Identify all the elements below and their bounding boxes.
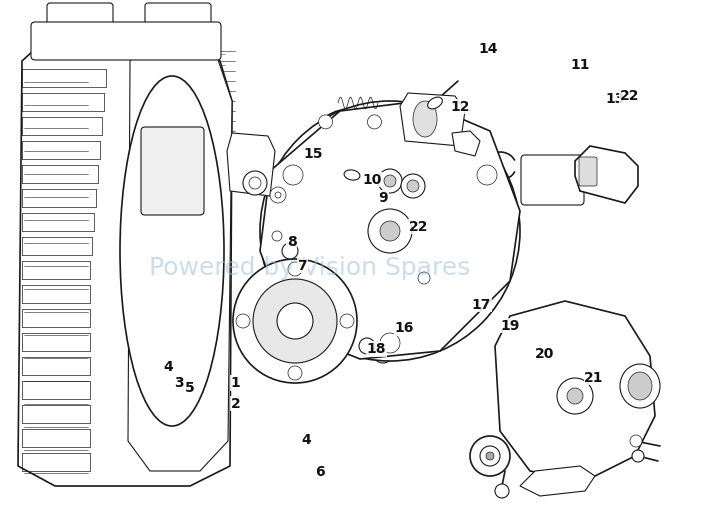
Circle shape: [495, 484, 509, 498]
Circle shape: [270, 187, 286, 203]
Text: 21: 21: [584, 371, 604, 384]
Circle shape: [632, 450, 644, 462]
Circle shape: [407, 180, 419, 192]
Text: 12: 12: [451, 100, 470, 114]
Text: 17: 17: [472, 298, 491, 312]
Text: 3: 3: [174, 376, 184, 390]
Ellipse shape: [620, 364, 660, 408]
Circle shape: [401, 174, 425, 198]
Polygon shape: [128, 31, 232, 471]
Circle shape: [418, 272, 430, 284]
Text: 4: 4: [164, 361, 174, 374]
Text: 9: 9: [378, 191, 388, 205]
Circle shape: [368, 115, 382, 129]
Text: 1: 1: [231, 376, 240, 390]
Text: 22: 22: [619, 90, 639, 103]
Polygon shape: [227, 133, 275, 196]
Text: 6: 6: [315, 465, 325, 478]
Polygon shape: [400, 93, 465, 146]
Text: 16: 16: [394, 321, 414, 335]
Polygon shape: [495, 301, 655, 481]
FancyBboxPatch shape: [141, 127, 204, 215]
FancyBboxPatch shape: [145, 3, 211, 34]
Circle shape: [630, 435, 642, 447]
FancyBboxPatch shape: [31, 22, 221, 60]
Circle shape: [557, 378, 593, 414]
FancyBboxPatch shape: [579, 157, 597, 186]
Circle shape: [283, 165, 303, 185]
Circle shape: [480, 446, 500, 466]
Circle shape: [288, 262, 302, 276]
Ellipse shape: [344, 170, 360, 180]
Polygon shape: [260, 101, 520, 359]
FancyBboxPatch shape: [521, 155, 584, 205]
Text: 18: 18: [366, 342, 386, 356]
Polygon shape: [520, 466, 595, 496]
Circle shape: [249, 177, 261, 189]
Circle shape: [380, 333, 400, 353]
Text: 7: 7: [297, 259, 307, 272]
Circle shape: [368, 209, 412, 253]
Circle shape: [260, 101, 520, 361]
Text: 20: 20: [535, 348, 555, 361]
Ellipse shape: [427, 97, 442, 109]
Text: 4: 4: [301, 433, 311, 447]
Circle shape: [318, 115, 333, 129]
Circle shape: [233, 259, 357, 383]
Text: 2: 2: [231, 397, 240, 411]
Circle shape: [275, 192, 281, 198]
Circle shape: [380, 221, 400, 241]
Text: 8: 8: [287, 235, 297, 249]
Circle shape: [470, 436, 510, 476]
Circle shape: [486, 452, 494, 460]
Text: Powered by Vision Spares: Powered by Vision Spares: [148, 256, 470, 280]
Circle shape: [272, 231, 282, 241]
Text: 19: 19: [500, 319, 520, 332]
Text: 22: 22: [408, 220, 428, 233]
Circle shape: [269, 348, 281, 360]
Circle shape: [236, 314, 250, 328]
Circle shape: [253, 279, 337, 363]
FancyBboxPatch shape: [47, 3, 113, 34]
Circle shape: [243, 171, 267, 195]
Circle shape: [277, 303, 313, 339]
Text: 14: 14: [479, 43, 498, 56]
Text: 13: 13: [605, 92, 625, 106]
Circle shape: [282, 243, 298, 259]
Text: 11: 11: [570, 58, 590, 72]
Text: 15: 15: [303, 147, 323, 160]
Ellipse shape: [628, 372, 652, 400]
Circle shape: [567, 388, 583, 404]
Text: 5: 5: [185, 381, 195, 395]
Polygon shape: [575, 146, 638, 203]
Ellipse shape: [413, 101, 437, 137]
Polygon shape: [452, 131, 480, 156]
Ellipse shape: [120, 76, 224, 426]
Circle shape: [384, 175, 396, 187]
Circle shape: [340, 314, 354, 328]
Circle shape: [378, 169, 402, 193]
Circle shape: [288, 366, 302, 380]
Text: 10: 10: [363, 173, 382, 187]
Circle shape: [359, 338, 375, 354]
Polygon shape: [18, 31, 232, 486]
Circle shape: [477, 165, 497, 185]
